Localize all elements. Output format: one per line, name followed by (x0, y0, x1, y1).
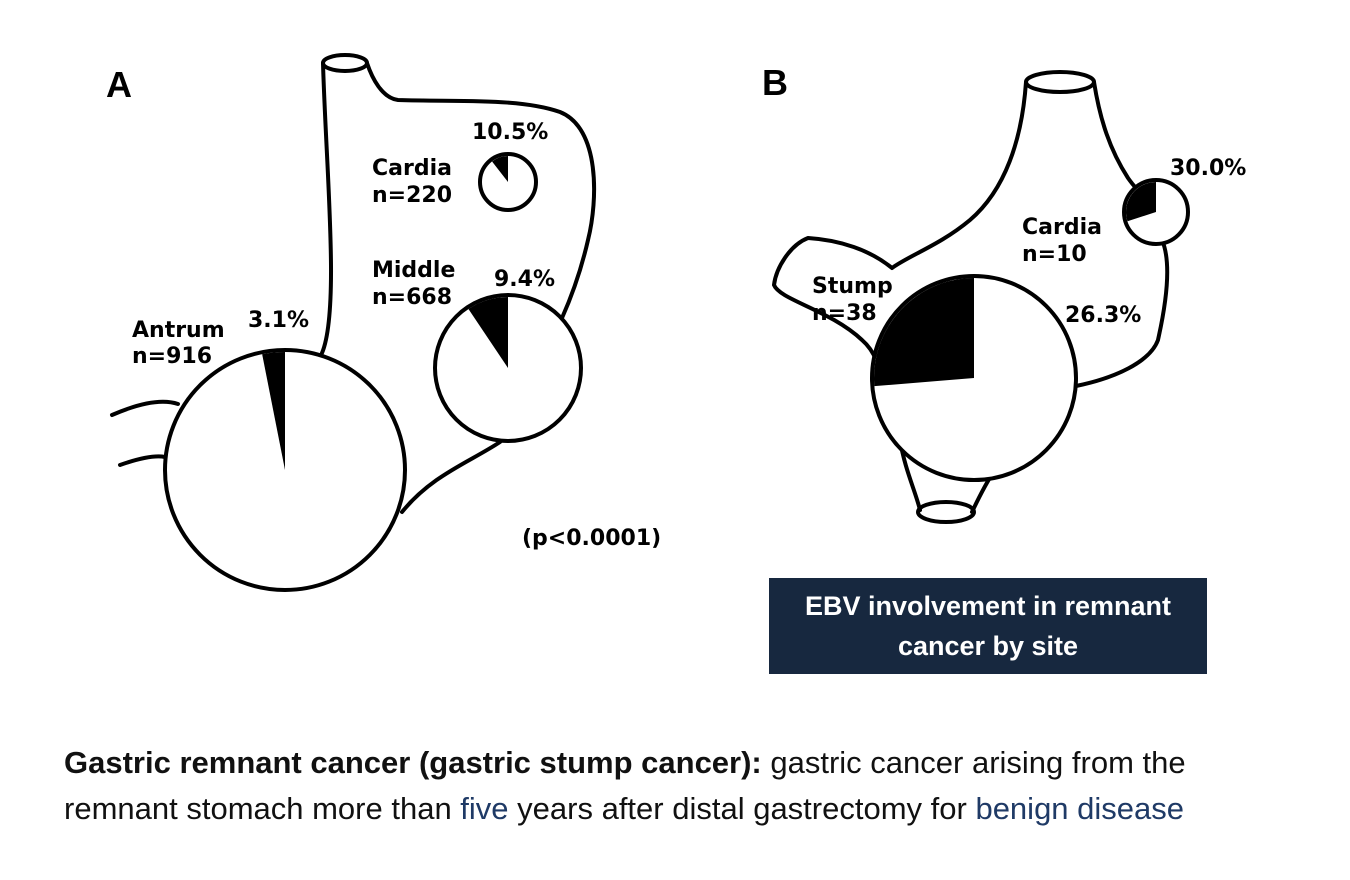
pie-slice-b-stump (873, 278, 974, 387)
pie-slice-a-cardia (492, 156, 508, 182)
pie-a-antrum (163, 348, 407, 592)
panel-b-letter: B (762, 62, 788, 103)
stomach-a-outline (110, 61, 597, 514)
pct-a-cardia: 10.5% (472, 120, 548, 145)
pie-b-stump (870, 274, 1078, 482)
panel-b: B 30.0% Cardia n=10 Stump n=38 26.3% (762, 62, 1246, 524)
panel-a-letter: A (106, 64, 132, 105)
n-a-cardia: n=220 (372, 183, 452, 208)
definition-text-1: gastric cancer arising from the (761, 745, 1186, 780)
stomach-b-outline (772, 80, 1170, 514)
n-b-stump: n=38 (812, 301, 877, 326)
pie-slice-a-middle (468, 297, 508, 368)
callout-line-2: cancer by site (897, 631, 1079, 661)
pct-b-stump: 26.3% (1065, 303, 1141, 328)
pie-a-cardia (478, 152, 538, 212)
pct-a-antrum: 3.1% (248, 308, 309, 333)
definition-highlight-benign: benign disease (975, 791, 1185, 826)
pct-a-middle: 9.4% (494, 267, 555, 292)
figure-diagram: A 10.5% Cardia n=220 Middle n=668 9.4% A… (106, 53, 1246, 592)
label-a-middle: Middle (372, 258, 455, 283)
esophagus-opening-b (1024, 70, 1096, 94)
pct-b-cardia: 30.0% (1170, 156, 1246, 181)
n-a-middle: n=668 (372, 285, 452, 310)
pie-slice-a-antrum (262, 352, 285, 470)
pie-slice-b-cardia (1126, 182, 1156, 222)
label-a-antrum: Antrum (132, 318, 225, 343)
definition-text-2: remnant stomach more than (64, 791, 461, 826)
label-b-cardia: Cardia (1022, 215, 1102, 240)
label-a-cardia: Cardia (372, 156, 452, 181)
panel-a: A 10.5% Cardia n=220 Middle n=668 9.4% A… (106, 53, 661, 592)
p-value: (p<0.0001) (522, 526, 661, 551)
definition-text-3: years after distal gastrectomy for (508, 791, 976, 826)
definition-text: Gastric remnant cancer (gastric stump ca… (64, 740, 1344, 832)
definition-term: Gastric remnant cancer (gastric stump ca… (64, 745, 762, 780)
esophagus-opening (321, 53, 369, 73)
ebv-callout-box: EBV involvement in remnant cancer by sit… (769, 578, 1207, 674)
stump-opening-b (916, 500, 976, 524)
n-b-cardia: n=10 (1022, 242, 1087, 267)
label-b-stump: Stump (812, 274, 893, 299)
callout-line-1: EBV involvement in remnant (804, 591, 1172, 621)
pie-a-middle (433, 293, 583, 443)
pie-b-cardia (1122, 178, 1190, 246)
definition-highlight-five: five (460, 791, 509, 826)
n-a-antrum: n=916 (132, 344, 212, 369)
